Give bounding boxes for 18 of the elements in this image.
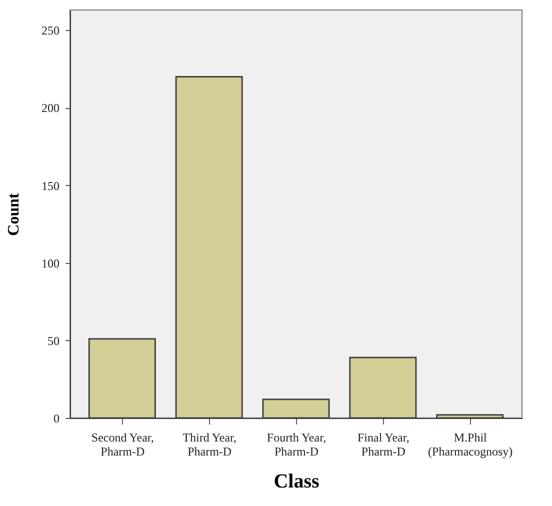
bar xyxy=(349,356,417,419)
y-tick-label: 100 xyxy=(42,256,60,270)
y-tick-label: 150 xyxy=(42,178,60,193)
y-tick-label: 250 xyxy=(42,24,60,38)
y-tick-label: 0 xyxy=(54,412,60,426)
x-tick-label: Final Year, Pharm-D xyxy=(357,430,410,458)
x-tick-label: Fourth Year, Pharm-D xyxy=(266,430,326,458)
x-tick-label: Second Year, Pharm-D xyxy=(91,430,154,458)
x-axis-title: Class xyxy=(274,470,320,492)
bar xyxy=(175,76,243,419)
x-tick-label: M.Phil (Pharmacognosy) xyxy=(428,430,513,458)
bar xyxy=(262,398,330,419)
y-tick-label: 50 xyxy=(48,334,60,348)
y-tick-label: 200 xyxy=(42,101,60,116)
x-tick-label: Third Year, Pharm-D xyxy=(182,430,237,458)
bar xyxy=(88,338,156,419)
bar xyxy=(436,414,504,419)
y-axis-title: Count xyxy=(6,192,22,236)
